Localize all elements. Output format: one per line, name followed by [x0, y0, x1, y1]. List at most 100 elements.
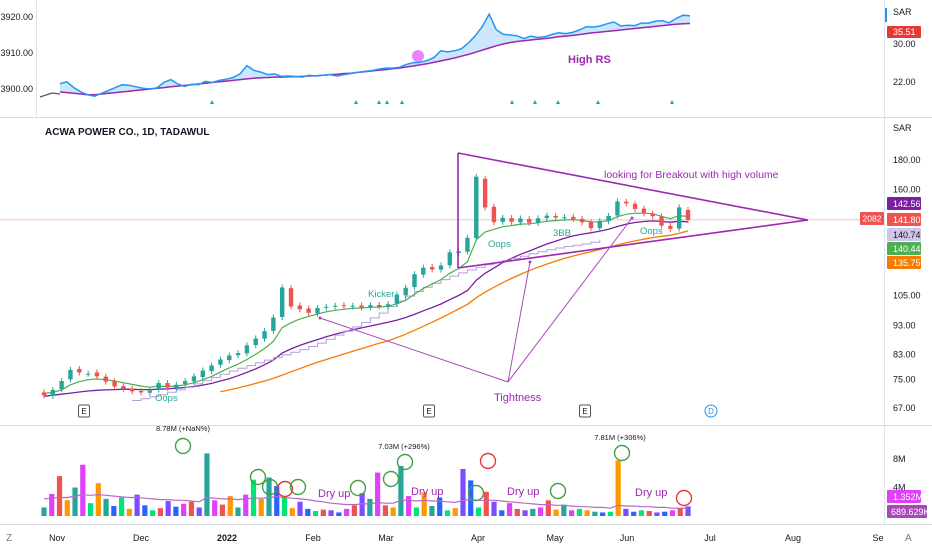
volume-panel: 8M 4M 8.78M (+NaN%) 7.03M (+296%) 7.81M (+30… [41, 424, 930, 518]
volume-bar [475, 507, 482, 516]
volume-bar [157, 508, 163, 516]
time-axis-label: Nov [49, 533, 66, 543]
candle-body [641, 208, 647, 214]
volume-bar [126, 508, 132, 516]
ma-lavender-step-line [132, 239, 601, 401]
volume-badge [887, 490, 921, 503]
candle-body [571, 216, 576, 220]
candle-body [156, 383, 161, 390]
volume-badge-label: 689.629K [891, 507, 930, 517]
ma-purple-line [43, 220, 689, 397]
volume-bar [56, 476, 63, 516]
candle-body [50, 389, 56, 396]
price-badge [887, 256, 921, 269]
pattern-label: Oops [155, 393, 178, 404]
volume-bar [413, 507, 420, 516]
volume-bar [421, 492, 427, 516]
candle-body [403, 287, 408, 296]
breakout-annotation: looking for Breakout with high volume [604, 169, 779, 181]
volume-bar [499, 510, 505, 516]
candle-body [218, 359, 223, 365]
rs-area-fill [60, 14, 690, 97]
price-tick-label: 83.00 [893, 349, 916, 359]
candle-body [377, 305, 382, 307]
volume-bar [530, 508, 536, 516]
time-axis-label: 2022 [217, 533, 237, 543]
dry-up-label: Dry up [635, 487, 667, 499]
volume-bar [375, 472, 381, 516]
candle-body [685, 209, 691, 220]
volume-bar [631, 511, 637, 516]
volume-bar [537, 507, 544, 516]
price-badge-label: 140.74 [893, 230, 921, 240]
volume-bar [545, 500, 551, 516]
rs-value-badge [887, 26, 921, 38]
volume-bar [150, 510, 156, 516]
price-badge-label: 135.75 [893, 258, 921, 268]
volume-bar [134, 494, 140, 516]
volume-bar [576, 508, 582, 516]
time-axis-label: Aug [785, 533, 801, 543]
candle-body [518, 218, 523, 223]
candle-body [130, 388, 135, 392]
volume-peak-label: 8.78M (+NaN%) [156, 424, 210, 433]
candle-body [474, 176, 479, 239]
candle-body [659, 216, 664, 226]
time-axis-label: Apr [471, 533, 485, 543]
earnings-marker-label: E [81, 407, 86, 416]
volume-bar [460, 468, 466, 516]
candle-body [306, 308, 311, 313]
price-badge-label: 141.80 [893, 215, 921, 225]
candle-body [668, 225, 673, 229]
volume-highlight-circle [289, 478, 307, 496]
last-price-tag [860, 212, 884, 225]
earnings-marker-label: E [426, 407, 431, 416]
rs-value-badge-label: 35.51 [893, 27, 916, 37]
volume-bar [118, 497, 125, 516]
volume-bar [173, 506, 179, 516]
earnings-marker [78, 404, 90, 418]
candle-body [465, 237, 470, 252]
zoom-icon[interactable]: Z [6, 533, 12, 544]
candle-body [235, 353, 241, 356]
volume-bar [142, 505, 148, 516]
price-badge [887, 242, 921, 255]
candle-body [297, 305, 303, 310]
candle-body [324, 306, 329, 308]
volume-bar [289, 508, 295, 516]
rs-right-tick-label: 22.00 [893, 77, 916, 87]
time-axis-label: Jun [620, 533, 635, 543]
candle-body [271, 317, 276, 331]
volume-bar [212, 500, 218, 516]
tightness-arrow-head [630, 216, 634, 220]
auto-scale-icon[interactable]: A [905, 533, 912, 544]
candle-body [77, 368, 82, 373]
volume-bar [600, 512, 606, 516]
volume-bar [553, 509, 559, 516]
candle-body [112, 381, 117, 387]
rs-history-line [39, 92, 61, 98]
time-axis: Nov Dec 2022 Feb Mar Apr May Jun Jul Aug Se [49, 533, 884, 543]
candle-body [41, 392, 47, 396]
volume-bar [111, 506, 117, 516]
price-badge [887, 213, 921, 226]
dry-up-label: Dry up [507, 486, 539, 498]
candle-body [624, 201, 629, 204]
candle-body [482, 178, 488, 208]
volume-bar [522, 510, 528, 516]
candle-body [385, 304, 391, 307]
candle-body [606, 215, 611, 222]
candle-body [138, 390, 144, 393]
volume-bar [320, 509, 326, 516]
price-badge [887, 197, 921, 210]
volume-bar [685, 506, 691, 516]
candle-body [553, 215, 558, 218]
price-tick-label: 67.00 [893, 403, 916, 413]
candle-body [174, 384, 179, 389]
volume-bar [491, 501, 497, 516]
candle-body [262, 331, 267, 339]
volume-bar [646, 511, 652, 516]
price-tick-label: 160.00 [893, 185, 921, 195]
volume-highlight-circle [174, 437, 192, 455]
